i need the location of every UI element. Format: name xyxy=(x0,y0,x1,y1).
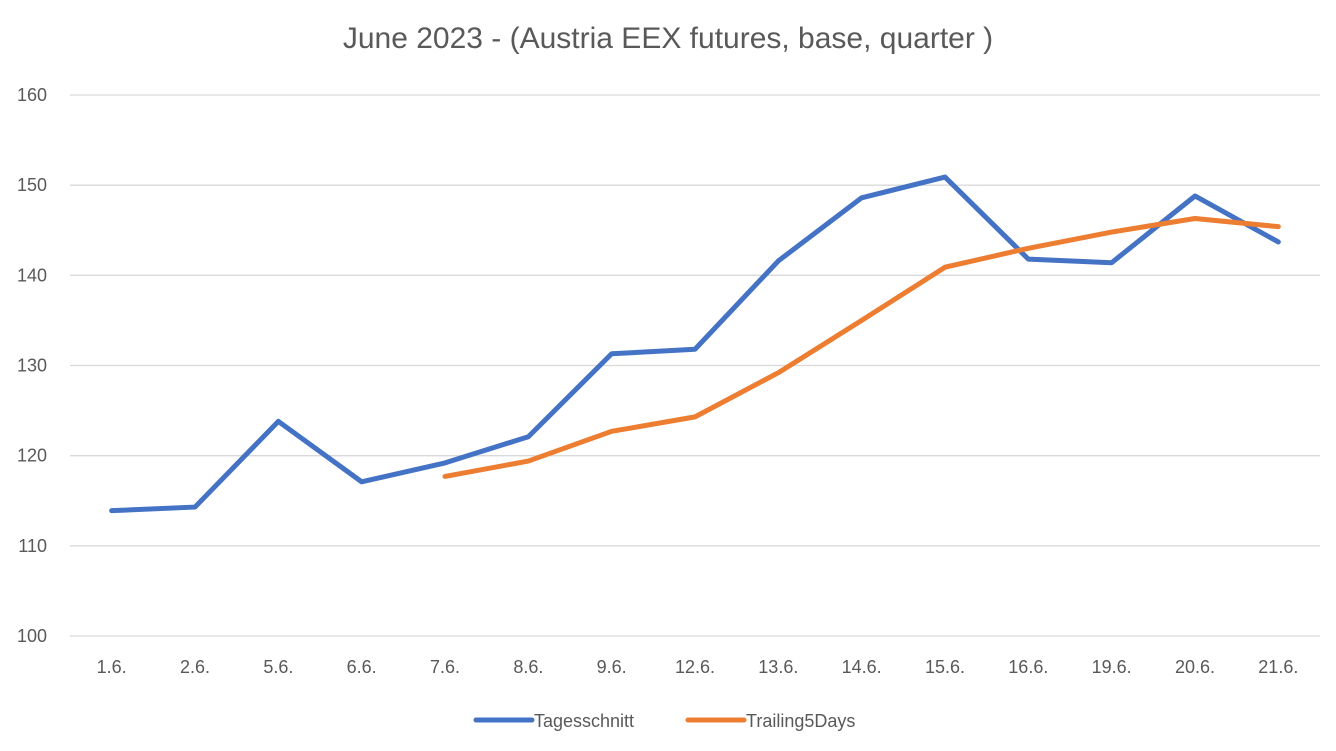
x-axis-tick-labels: 1.6. 2.6. 5.6. 6.6. 7.6. 8.6. 9.6. 12.6. 13.6. 14… xyxy=(97,657,1299,677)
y-axis-tick-labels: 100 110 120 130 140 150 160 xyxy=(17,85,47,646)
y-tick-label: 150 xyxy=(17,175,47,195)
x-tick-label: 19.6. xyxy=(1092,657,1132,677)
x-tick-label: 5.6. xyxy=(263,657,293,677)
x-tick-label: 6.6. xyxy=(347,657,377,677)
y-tick-label: 110 xyxy=(18,536,47,556)
x-tick-label: 16.6. xyxy=(1008,657,1048,677)
legend-label: Tagesschnitt xyxy=(534,711,634,731)
legend: Tagesschnitt Trailing5Days xyxy=(473,711,855,731)
x-tick-label: 8.6. xyxy=(513,657,543,677)
series-lines xyxy=(109,174,1281,514)
series-line-tagesschnitt xyxy=(109,174,1281,514)
chart-title: June 2023 - (Austria EEX futures, base, … xyxy=(342,22,994,55)
x-tick-label: 2.6. xyxy=(180,657,210,677)
x-tick-label: 12.6. xyxy=(675,657,715,677)
x-tick-label: 21.6. xyxy=(1258,657,1298,677)
x-tick-label: 15.6. xyxy=(925,657,965,677)
legend-label: Trailing5Days xyxy=(746,711,855,731)
x-tick-label: 20.6. xyxy=(1175,657,1215,677)
x-tick-label: 7.6. xyxy=(430,657,460,677)
x-tick-label: 13.6. xyxy=(758,657,798,677)
x-tick-label: 1.6. xyxy=(97,657,127,677)
y-tick-label: 160 xyxy=(17,85,47,105)
y-tick-label: 140 xyxy=(17,265,47,285)
gridlines xyxy=(70,94,1320,637)
x-tick-label: 9.6. xyxy=(597,657,627,677)
x-tick-label: 14.6. xyxy=(842,657,882,677)
y-tick-label: 100 xyxy=(17,626,47,646)
y-tick-label: 120 xyxy=(17,446,47,466)
y-tick-label: 130 xyxy=(17,356,47,376)
series-line-trailing5days xyxy=(442,216,1281,479)
